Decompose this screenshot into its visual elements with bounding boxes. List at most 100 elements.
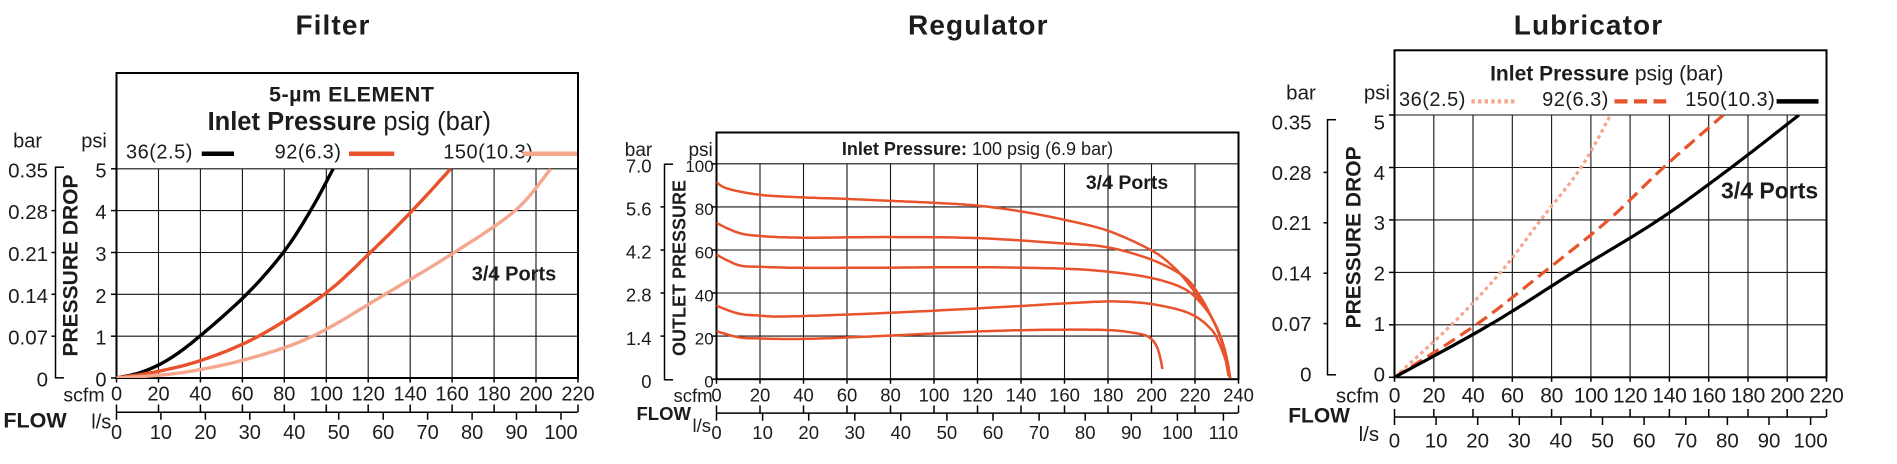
svg-text:80: 80 bbox=[273, 383, 295, 405]
svg-text:120: 120 bbox=[352, 383, 385, 405]
svg-text:120: 120 bbox=[962, 385, 993, 406]
svg-text:5.6: 5.6 bbox=[626, 199, 652, 220]
svg-text:60: 60 bbox=[695, 243, 714, 262]
svg-text:60: 60 bbox=[837, 385, 858, 406]
svg-text:3/4 Ports: 3/4 Ports bbox=[1086, 172, 1169, 194]
svg-text:160: 160 bbox=[435, 383, 468, 405]
svg-text:psi: psi bbox=[1364, 81, 1390, 104]
svg-text:150(10.3): 150(10.3) bbox=[1685, 89, 1775, 111]
svg-text:60: 60 bbox=[372, 422, 394, 444]
svg-text:100: 100 bbox=[544, 422, 577, 444]
svg-text:1.4: 1.4 bbox=[626, 328, 652, 349]
svg-text:20: 20 bbox=[147, 383, 169, 405]
svg-text:3/4 Ports: 3/4 Ports bbox=[1721, 178, 1818, 204]
svg-text:3: 3 bbox=[1374, 212, 1385, 235]
svg-text:20: 20 bbox=[1466, 430, 1489, 453]
svg-text:0: 0 bbox=[1374, 363, 1385, 386]
svg-text:4: 4 bbox=[95, 202, 106, 224]
svg-text:80: 80 bbox=[1075, 422, 1096, 443]
svg-text:160: 160 bbox=[1049, 385, 1080, 406]
svg-text:40: 40 bbox=[283, 422, 305, 444]
svg-text:90: 90 bbox=[1121, 422, 1142, 443]
svg-text:30: 30 bbox=[845, 422, 866, 443]
svg-text:20: 20 bbox=[750, 385, 771, 406]
svg-text:0: 0 bbox=[1300, 363, 1311, 386]
svg-text:40: 40 bbox=[189, 383, 211, 405]
svg-text:0: 0 bbox=[704, 373, 713, 392]
svg-text:0: 0 bbox=[1389, 430, 1400, 453]
svg-text:0: 0 bbox=[37, 369, 48, 392]
svg-text:5: 5 bbox=[95, 160, 106, 182]
svg-text:30: 30 bbox=[239, 422, 261, 444]
svg-text:bar: bar bbox=[1286, 81, 1316, 104]
svg-text:0.35: 0.35 bbox=[1272, 111, 1312, 134]
svg-text:80: 80 bbox=[880, 385, 901, 406]
svg-text:220: 220 bbox=[561, 383, 594, 405]
svg-text:0: 0 bbox=[111, 422, 122, 444]
svg-text:100: 100 bbox=[310, 383, 343, 405]
svg-text:Filter: Filter bbox=[295, 10, 370, 41]
svg-text:80: 80 bbox=[1540, 384, 1563, 407]
svg-text:FLOW: FLOW bbox=[637, 403, 692, 424]
svg-text:4.2: 4.2 bbox=[626, 242, 652, 263]
svg-text:90: 90 bbox=[505, 422, 527, 444]
svg-text:0: 0 bbox=[111, 383, 122, 405]
svg-text:10: 10 bbox=[1425, 430, 1448, 453]
svg-text:10: 10 bbox=[150, 422, 172, 444]
svg-text:4: 4 bbox=[1374, 162, 1385, 185]
svg-text:l/s: l/s bbox=[1359, 423, 1380, 446]
svg-text:100: 100 bbox=[1162, 422, 1193, 443]
svg-text:1: 1 bbox=[1374, 313, 1385, 336]
svg-text:80: 80 bbox=[1716, 430, 1739, 453]
svg-text:50: 50 bbox=[1591, 430, 1614, 453]
svg-text:scfm: scfm bbox=[1336, 384, 1379, 407]
svg-text:20: 20 bbox=[695, 329, 714, 348]
svg-text:110: 110 bbox=[1209, 422, 1239, 443]
svg-text:40: 40 bbox=[695, 286, 714, 305]
svg-text:200: 200 bbox=[519, 383, 552, 405]
svg-text:2.8: 2.8 bbox=[626, 285, 652, 306]
svg-text:l/s: l/s bbox=[91, 412, 111, 434]
svg-text:3: 3 bbox=[95, 244, 106, 266]
svg-text:scfm: scfm bbox=[63, 385, 104, 407]
svg-text:3/4 Ports: 3/4 Ports bbox=[472, 264, 556, 286]
svg-text:70: 70 bbox=[1674, 430, 1697, 453]
svg-text:140: 140 bbox=[1652, 384, 1686, 407]
svg-text:0: 0 bbox=[711, 422, 721, 443]
svg-text:150(10.3): 150(10.3) bbox=[443, 142, 533, 164]
svg-text:bar: bar bbox=[13, 131, 42, 153]
svg-text:36(2.5): 36(2.5) bbox=[1399, 89, 1466, 111]
svg-text:0.35: 0.35 bbox=[8, 159, 48, 182]
svg-text:40: 40 bbox=[1549, 430, 1572, 453]
svg-text:2: 2 bbox=[1374, 263, 1385, 286]
svg-text:10: 10 bbox=[752, 422, 773, 443]
svg-text:0: 0 bbox=[641, 371, 651, 392]
svg-text:40: 40 bbox=[1462, 384, 1485, 407]
svg-text:psi: psi bbox=[688, 140, 712, 161]
svg-text:0.28: 0.28 bbox=[1272, 162, 1312, 185]
svg-text:60: 60 bbox=[983, 422, 1004, 443]
svg-text:20: 20 bbox=[194, 422, 216, 444]
svg-text:Lubricator: Lubricator bbox=[1514, 10, 1663, 41]
svg-text:5: 5 bbox=[1374, 111, 1385, 134]
svg-text:220: 220 bbox=[1809, 384, 1843, 407]
svg-text:180: 180 bbox=[1731, 384, 1765, 407]
svg-text:180: 180 bbox=[1093, 385, 1124, 406]
svg-text:PRESSURE DROP: PRESSURE DROP bbox=[1343, 146, 1366, 328]
svg-text:Inlet Pressure psig (bar): Inlet Pressure psig (bar) bbox=[208, 108, 491, 136]
svg-text:Inlet Pressure: 100 psig (6.9: Inlet Pressure: 100 psig (6.9 bar) bbox=[842, 139, 1113, 159]
svg-text:Inlet Pressure psig (bar): Inlet Pressure psig (bar) bbox=[1490, 63, 1723, 86]
svg-text:220: 220 bbox=[1180, 385, 1211, 406]
svg-text:40: 40 bbox=[793, 385, 814, 406]
svg-text:92(6.3): 92(6.3) bbox=[1542, 89, 1609, 111]
svg-text:92(6.3): 92(6.3) bbox=[275, 142, 342, 164]
svg-text:5-µm ELEMENT: 5-µm ELEMENT bbox=[269, 82, 434, 106]
svg-text:100: 100 bbox=[1793, 430, 1827, 453]
svg-text:0: 0 bbox=[95, 370, 106, 392]
svg-text:40: 40 bbox=[891, 422, 912, 443]
svg-text:240: 240 bbox=[1223, 385, 1254, 406]
svg-text:90: 90 bbox=[1758, 430, 1781, 453]
svg-text:l/s: l/s bbox=[693, 415, 712, 436]
svg-text:60: 60 bbox=[1633, 430, 1656, 453]
svg-text:140: 140 bbox=[1006, 385, 1037, 406]
